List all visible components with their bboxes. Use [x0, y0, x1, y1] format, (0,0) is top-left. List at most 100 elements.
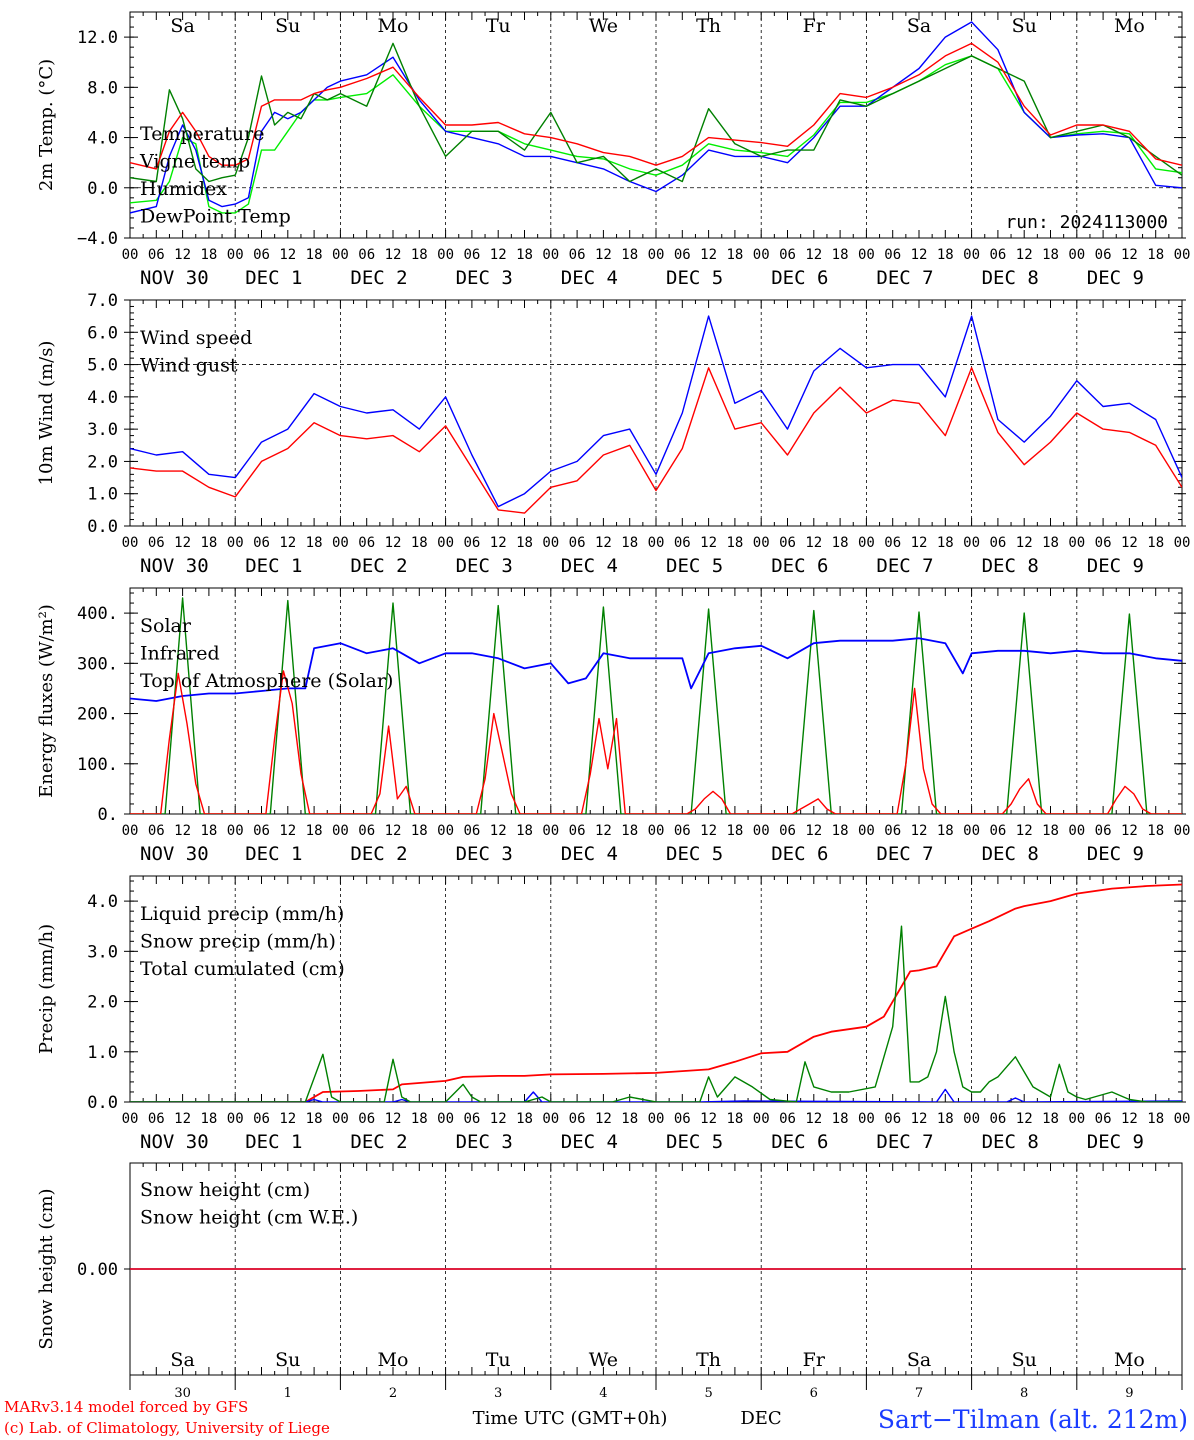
hour-label: 18 — [1147, 823, 1164, 839]
hour-label: 18 — [832, 535, 849, 551]
hour-label: 06 — [884, 535, 901, 551]
hour-label: 12 — [595, 1111, 612, 1127]
hour-label: 06 — [989, 823, 1006, 839]
hour-label: 12 — [911, 535, 928, 551]
hour-label: 12 — [595, 247, 612, 263]
legend-entry: Snow precip (mm/h) — [140, 931, 336, 953]
weekday-label: Tu — [486, 1349, 511, 1371]
date-label: DEC 1 — [245, 843, 302, 865]
date-label: DEC 1 — [245, 555, 302, 577]
hour-label: 18 — [832, 823, 849, 839]
x-axis-label: Time UTC (GMT+0h) — [473, 1408, 668, 1429]
weekday-label: Sa — [907, 15, 931, 37]
hour-label: 06 — [674, 535, 691, 551]
date-label: DEC 8 — [982, 1131, 1039, 1153]
hour-label: 00 — [227, 535, 244, 551]
y-tick-label: 2.0 — [87, 993, 118, 1013]
hour-label: 06 — [148, 823, 165, 839]
hour-label: 12 — [911, 823, 928, 839]
hour-label: 00 — [542, 535, 559, 551]
hour-label: 18 — [1042, 1111, 1059, 1127]
hour-label: 12 — [700, 247, 717, 263]
hour-label: 00 — [1068, 247, 1085, 263]
weekday-label: Sa — [170, 1349, 194, 1371]
date-label: DEC 6 — [771, 267, 828, 289]
series-line-humidex — [130, 21, 1182, 214]
y-tick-label: 6.0 — [87, 323, 118, 343]
wind-panel: 0.0 1.0 2.0 3.0 4.0 5.0 6.0 7.0 10m Wind (m/s) Wi… — [36, 291, 1190, 577]
y-tick-label: 4.0 — [87, 129, 118, 149]
legend-entry: Liquid precip (mm/h) — [140, 903, 344, 925]
y-axis-label: 10m Wind (m/s) — [36, 341, 57, 486]
legend-entry: Wind gust — [140, 355, 238, 377]
y-tick-label: 0.0 — [87, 1093, 118, 1113]
hour-label: 12 — [700, 535, 717, 551]
hour-label: 12 — [1121, 1111, 1138, 1127]
footer-day-number: 30 — [174, 1386, 191, 1401]
weekday-label: Sa — [170, 15, 194, 37]
date-label: DEC 7 — [876, 267, 933, 289]
hour-label: 12 — [385, 823, 402, 839]
hour-label: 00 — [858, 535, 875, 551]
hour-label: 00 — [332, 823, 349, 839]
legend-entry: Humidex — [140, 178, 227, 200]
hour-label: 00 — [332, 535, 349, 551]
hour-label: 18 — [621, 247, 638, 263]
hour-label: 06 — [358, 823, 375, 839]
footer-day-number: 8 — [1020, 1386, 1028, 1401]
hour-label: 18 — [621, 535, 638, 551]
hour-label: 12 — [911, 247, 928, 263]
hour-label: 18 — [1147, 247, 1164, 263]
legend-entry: Temperature — [140, 123, 264, 145]
date-label: DEC 4 — [561, 267, 618, 289]
weekday-label: Fr — [803, 1349, 826, 1371]
hour-label: 18 — [937, 823, 954, 839]
series-line-liquid-precip-mm-h- — [130, 925, 1182, 1102]
hour-label: 18 — [832, 247, 849, 263]
hour-label: 06 — [779, 247, 796, 263]
date-label: DEC 8 — [982, 555, 1039, 577]
y-tick-label: 4.0 — [87, 388, 118, 408]
date-label: NOV 30 — [140, 267, 209, 289]
hour-label: 18 — [306, 535, 323, 551]
model-credit: MARv3.14 model forced by GFS — [4, 1398, 248, 1416]
legend-entry: Snow height (cm W.E.) — [140, 1207, 358, 1229]
date-label: DEC 9 — [1087, 267, 1144, 289]
y-axis-label: Precip (mm/h) — [36, 924, 57, 1054]
footer-day-number: 5 — [704, 1386, 712, 1401]
y-tick-label: 3.0 — [87, 942, 118, 962]
date-label: DEC 7 — [876, 843, 933, 865]
hour-label: 00 — [542, 247, 559, 263]
date-label: NOV 30 — [140, 555, 209, 577]
weekday-label: Tu — [486, 15, 511, 37]
weekday-label: Fr — [803, 15, 826, 37]
weekday-label: We — [589, 15, 618, 37]
hour-label: 06 — [148, 247, 165, 263]
footer-day-numbers: 30 1 2 3 4 5 6 7 8 9 — [129, 1375, 1183, 1401]
date-label: DEC 9 — [1087, 555, 1144, 577]
series-line-temperature — [130, 42, 1182, 170]
footer-day-number: 3 — [494, 1386, 502, 1401]
date-label: DEC 1 — [245, 267, 302, 289]
hour-label: 06 — [463, 1111, 480, 1127]
hour-label: 18 — [411, 823, 428, 839]
hour-label: 00 — [1068, 823, 1085, 839]
hour-label: 18 — [411, 247, 428, 263]
footer-day-number: 7 — [915, 1386, 923, 1401]
hour-label: 12 — [700, 1111, 717, 1127]
hour-label: 00 — [963, 823, 980, 839]
hour-label: 18 — [411, 1111, 428, 1127]
hour-label: 00 — [1068, 1111, 1085, 1127]
legend-entry: DewPoint Temp — [140, 206, 291, 228]
y-tick-label: 200. — [77, 705, 118, 725]
hour-label: 00 — [858, 1111, 875, 1127]
y-tick-label: 300. — [77, 654, 118, 674]
hour-label: 18 — [621, 1111, 638, 1127]
hour-label: 18 — [516, 247, 533, 263]
y-tick-label: 7.0 — [87, 291, 118, 311]
date-label: NOV 30 — [140, 1131, 209, 1153]
date-label: DEC 4 — [561, 1131, 618, 1153]
hour-label: 06 — [989, 1111, 1006, 1127]
date-label: DEC 5 — [666, 555, 723, 577]
hour-label: 18 — [937, 535, 954, 551]
